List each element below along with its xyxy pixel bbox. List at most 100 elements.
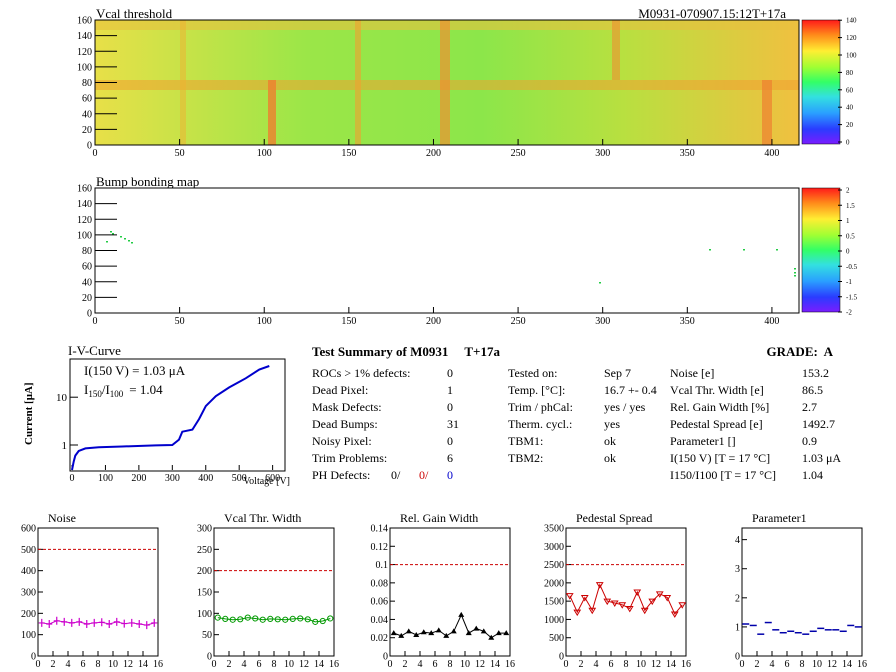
small-y-tick-label: 250 bbox=[197, 545, 212, 556]
small-y-tick-label: 600 bbox=[21, 524, 36, 535]
colorbar-tick-label: 0.5 bbox=[846, 232, 855, 240]
bump-point bbox=[110, 231, 112, 233]
small-x-tick-label: 4 bbox=[66, 659, 71, 670]
small-y-tick-label: 2500 bbox=[544, 560, 564, 571]
x-tick-label: 0 bbox=[93, 148, 98, 159]
colorbar-tick-label: -0.5 bbox=[846, 263, 858, 271]
vcal-heatmap bbox=[95, 20, 799, 145]
summary-label: Tested on: bbox=[508, 366, 557, 380]
small-y-tick-label: 50 bbox=[202, 630, 212, 641]
data-point bbox=[488, 634, 495, 640]
small-chart-frame bbox=[741, 527, 863, 657]
colorbar-tick-label: 120 bbox=[846, 34, 857, 42]
summary-value: 0 bbox=[447, 366, 453, 380]
small-x-tick-label: 12 bbox=[475, 659, 485, 670]
bump-point bbox=[106, 241, 108, 243]
summary-label: Pedestal Spread [e] bbox=[670, 417, 763, 431]
data-point bbox=[136, 620, 143, 628]
small-chart-frame bbox=[389, 527, 511, 657]
small-y-tick-label: 3500 bbox=[544, 524, 564, 535]
summary-label: Parameter1 [] bbox=[670, 434, 736, 448]
data-point bbox=[53, 616, 60, 625]
small-y-tick-label: 1000 bbox=[544, 615, 564, 626]
colorbar-tick-label: -1 bbox=[846, 278, 852, 286]
small-chart-frame bbox=[213, 527, 335, 657]
data-point bbox=[625, 605, 634, 613]
iv-xlabel: Voltage [V] bbox=[243, 476, 290, 487]
small-y-tick-label: 0 bbox=[735, 652, 740, 663]
bump-point bbox=[124, 238, 126, 240]
small-x-tick-label: 4 bbox=[594, 659, 599, 670]
small-y-tick-label: 2000 bbox=[544, 578, 564, 589]
small-x-tick-label: 2 bbox=[227, 659, 232, 670]
y-tick-label: 60 bbox=[82, 94, 92, 105]
small-x-tick-label: 12 bbox=[123, 659, 133, 670]
bump-point bbox=[599, 282, 601, 284]
colorbar-tick-label: 1.5 bbox=[846, 202, 855, 210]
data-point bbox=[38, 618, 45, 627]
small-x-tick-label: 4 bbox=[242, 659, 247, 670]
small-chart-frame bbox=[37, 527, 159, 657]
data-point bbox=[46, 620, 53, 628]
y-tick-label: 80 bbox=[82, 246, 92, 257]
small-x-tick-label: 8 bbox=[800, 659, 805, 670]
data-point bbox=[473, 625, 480, 631]
small-x-tick-label: 16 bbox=[153, 659, 163, 670]
ph-defects-value: 0/ bbox=[419, 468, 429, 482]
summary-label: Trim Problems: bbox=[312, 451, 387, 465]
data-point bbox=[565, 593, 574, 600]
small-x-tick-label: 2 bbox=[755, 659, 760, 670]
small-y-tick-label: 100 bbox=[197, 609, 212, 620]
data-point bbox=[428, 630, 435, 636]
data-point bbox=[398, 632, 405, 638]
module-id: M0931-070907.15:12T+17a bbox=[638, 6, 786, 21]
iv-ratio-sub1: 150 bbox=[88, 389, 102, 399]
ph-defects-label: PH Defects: bbox=[312, 468, 370, 482]
iv-y-tick-label: 1 bbox=[62, 440, 68, 452]
colorbar-tick-label: 60 bbox=[846, 86, 854, 94]
summary-label: Therm. cycl.: bbox=[508, 417, 572, 431]
data-point bbox=[580, 594, 589, 602]
data-point bbox=[618, 602, 627, 609]
iv-x-tick-label: 100 bbox=[98, 473, 113, 484]
small-x-tick-label: 8 bbox=[96, 659, 101, 670]
small-y-tick-label: 2 bbox=[735, 593, 740, 604]
y-tick-label: 20 bbox=[82, 125, 92, 136]
small-x-tick-label: 6 bbox=[257, 659, 262, 670]
iv-title: I-V-Curve bbox=[68, 343, 121, 358]
small-y-tick-label: 200 bbox=[21, 609, 36, 620]
summary-value: 6 bbox=[447, 451, 453, 465]
iv-annotation-ratio: I150/I100 = 1.04 bbox=[84, 382, 163, 399]
summary-label: Trim / phCal: bbox=[508, 400, 573, 414]
summary-label: Mask Defects: bbox=[312, 400, 382, 414]
data-point bbox=[405, 628, 412, 634]
summary-label: Rel. Gain Width [%] bbox=[670, 400, 769, 414]
bump-point bbox=[743, 249, 745, 251]
colorbar-tick-label: 80 bbox=[846, 69, 854, 77]
small-x-tick-label: 0 bbox=[212, 659, 217, 670]
small-chart-title: Parameter1 bbox=[752, 511, 807, 525]
vcal-map-stripe-6 bbox=[180, 20, 186, 145]
small-y-tick-label: 0.04 bbox=[371, 615, 389, 626]
bump-point bbox=[776, 249, 778, 251]
y-tick-label: 40 bbox=[82, 277, 92, 288]
colorbar-tick-label: 20 bbox=[846, 121, 854, 129]
ph-defects-value: 0 bbox=[447, 468, 453, 482]
data-point bbox=[61, 617, 68, 626]
bump-map-points bbox=[106, 231, 796, 284]
summary-label: TBM1: bbox=[508, 434, 543, 448]
small-x-tick-label: 10 bbox=[460, 659, 470, 670]
data-point bbox=[480, 628, 487, 634]
x-tick-label: 100 bbox=[257, 148, 272, 159]
bump-point bbox=[112, 233, 114, 235]
small-y-tick-label: 0.14 bbox=[371, 524, 389, 535]
data-point bbox=[222, 615, 229, 622]
iv-curve-line bbox=[71, 365, 270, 471]
iv-y-tick-label: 10 bbox=[56, 392, 68, 404]
iv-ratio-i: I bbox=[84, 382, 88, 397]
summary-value: ok bbox=[604, 451, 616, 465]
summary-value: Sep 7 bbox=[604, 366, 631, 380]
colorbar-tick-label: -1.5 bbox=[846, 293, 858, 301]
bump-point bbox=[794, 275, 796, 277]
